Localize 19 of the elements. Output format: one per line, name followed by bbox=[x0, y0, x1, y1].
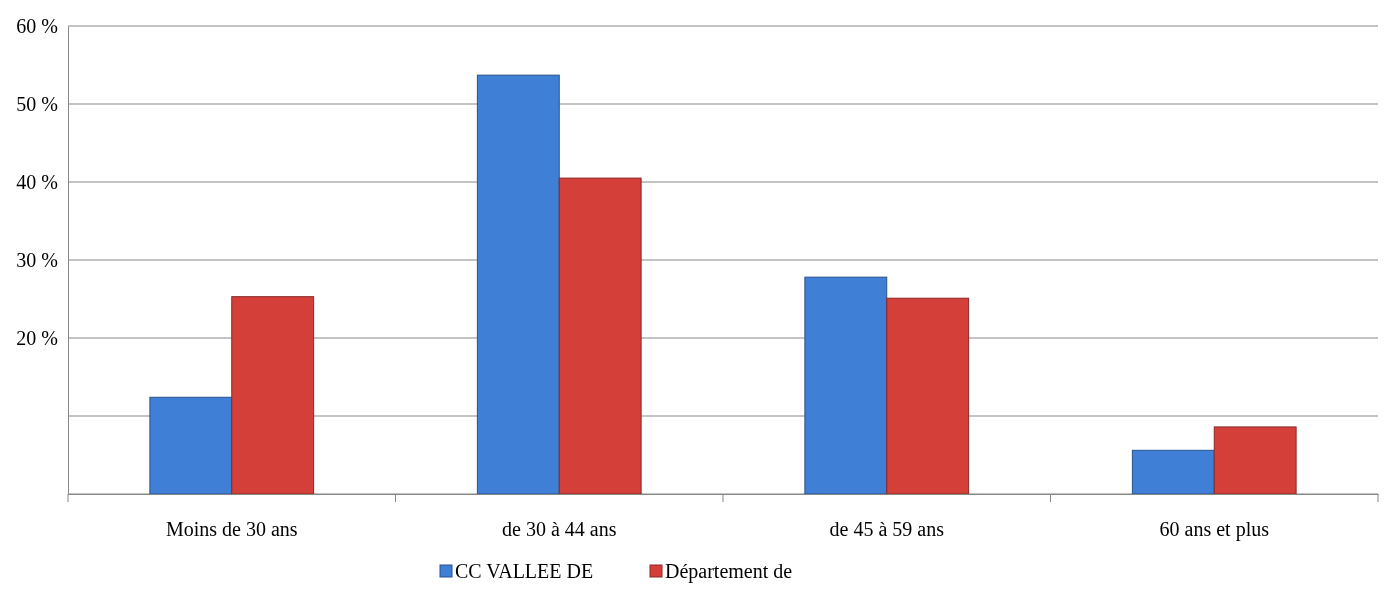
bar bbox=[231, 296, 315, 495]
y-tick-label: 40 % bbox=[16, 170, 58, 193]
bar bbox=[558, 177, 642, 495]
x-tick-label: de 30 à 44 ans bbox=[502, 518, 617, 541]
x-tick-label: 60 ans et plus bbox=[1159, 518, 1270, 542]
y-tick-label: 60 % bbox=[16, 14, 58, 37]
legend-label: Département de bbox=[665, 560, 793, 583]
legend-label: CC VALLEE DE bbox=[455, 560, 594, 582]
bar bbox=[1131, 449, 1215, 495]
bar bbox=[476, 74, 560, 495]
x-tick-label: de 45 à 59 ans bbox=[829, 518, 945, 541]
bar bbox=[804, 276, 888, 495]
x-tick-label: Moins de 30 ans bbox=[165, 518, 298, 541]
y-tick-label: 20 % bbox=[16, 326, 58, 349]
y-tick-label: 30 % bbox=[16, 248, 58, 271]
bar bbox=[1213, 426, 1297, 495]
y-tick-label: 50 % bbox=[16, 92, 58, 115]
bar bbox=[149, 396, 233, 495]
bar bbox=[886, 297, 970, 495]
